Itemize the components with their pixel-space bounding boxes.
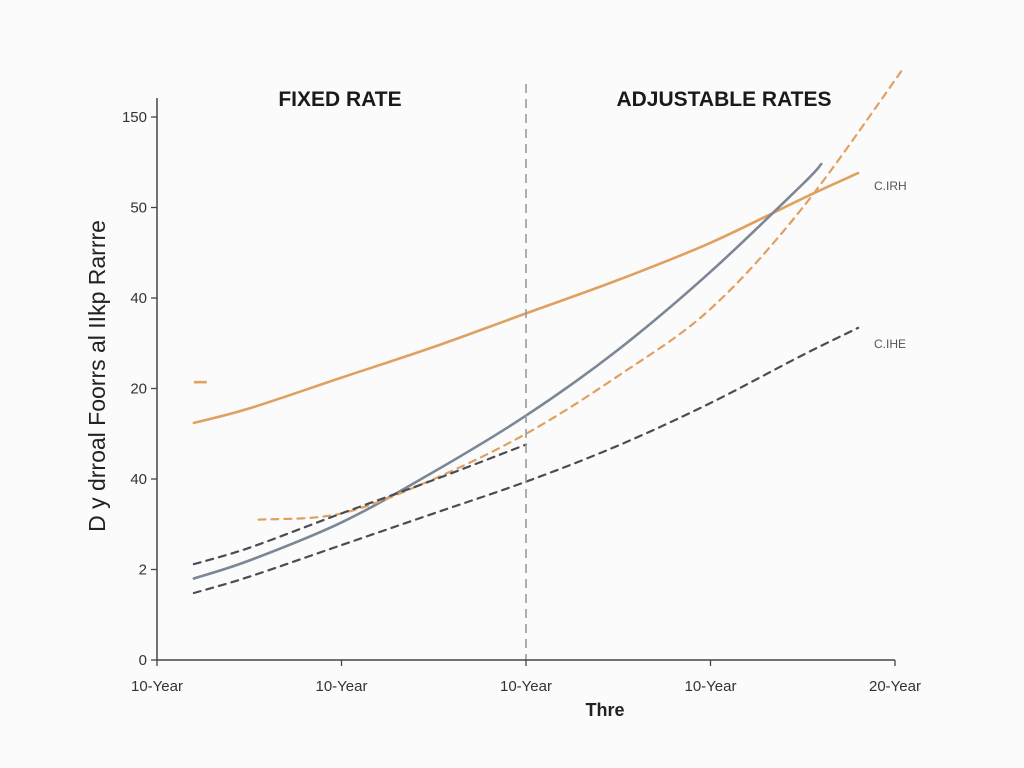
y-tick-label-6: 150 bbox=[122, 109, 147, 126]
y-tick-label-5: 50 bbox=[130, 200, 147, 217]
y-tick-label-1: 2 bbox=[139, 562, 147, 579]
y-tick-label-3: 20 bbox=[130, 381, 147, 398]
series-line-2 bbox=[257, 66, 906, 521]
y-tick-label-4: 40 bbox=[130, 290, 147, 307]
y-tick-label-0: 0 bbox=[139, 652, 147, 669]
x-tick-label-0: 10-Year bbox=[131, 678, 183, 695]
region-label-adjustable-rates: ADJUSTABLE RATES bbox=[616, 88, 831, 111]
x-axis-title: Thre bbox=[585, 700, 624, 720]
series-label-c-ihe: C.IHE bbox=[874, 337, 906, 351]
series-label-c-irh: C.IRH bbox=[874, 179, 907, 193]
x-tick-group: 10-Year 10-Year 10-Year 10-Year 20-Year bbox=[131, 660, 921, 695]
y-tick-group: 0 2 40 20 40 50 150 bbox=[122, 109, 157, 669]
series-line-3 bbox=[192, 443, 528, 566]
y-tick-label-2: 40 bbox=[130, 471, 147, 488]
x-tick-label-3: 10-Year bbox=[685, 678, 737, 695]
x-tick-label-4: 20-Year bbox=[869, 678, 921, 695]
y-axis-title: D y drroal Foorrs al IIkp Rarrre bbox=[84, 220, 110, 532]
region-label-fixed-rate: FIXED RATE bbox=[278, 88, 401, 111]
x-tick-label-2: 10-Year bbox=[500, 678, 552, 695]
x-tick-label-1: 10-Year bbox=[316, 678, 368, 695]
